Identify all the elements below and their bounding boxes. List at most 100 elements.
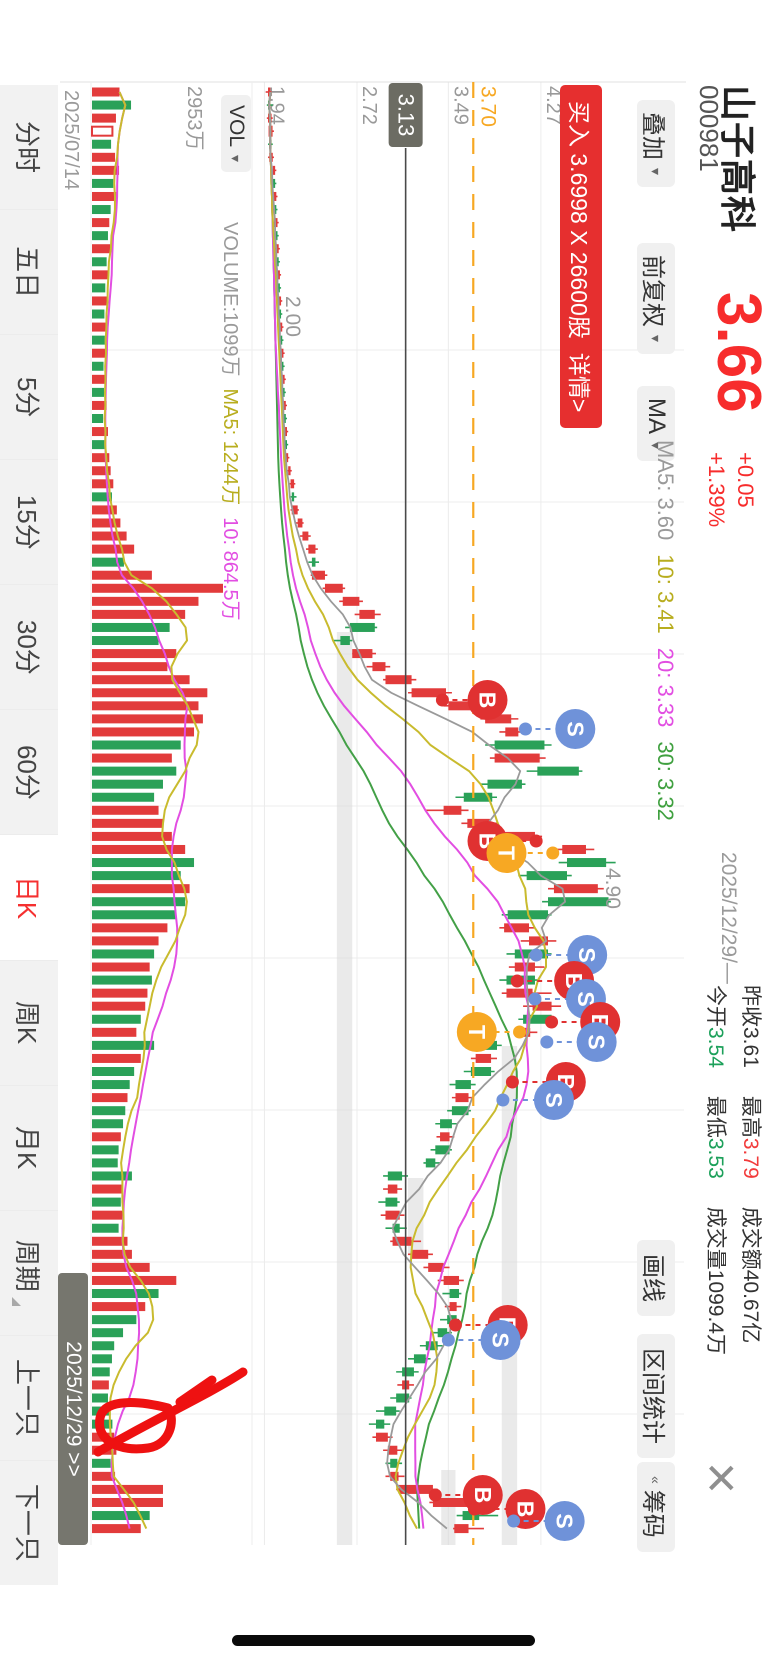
svg-text:T: T [464,1025,490,1039]
tab-label: 周K [12,1000,43,1045]
adjust-mode-dropdown[interactable]: 前复权 ▾ [637,243,675,355]
svg-text:S: S [552,1513,578,1528]
volume-bars [91,87,223,1534]
svg-text:S: S [574,947,600,962]
tab-label: 5分 [12,376,43,418]
trade-markers: BSBTSBSBSBSTBSBBS [428,680,621,1541]
vol-label: VOL [225,105,248,148]
tab-五日[interactable]: 五日 [0,209,58,335]
svg-text:2.00: 2.00 [281,296,304,337]
stat-昨收: 昨收3.61 [739,985,762,1068]
stock-code: 000981 [694,85,724,172]
svg-text:B: B [512,1501,538,1518]
tab-label: 周期 [12,1239,43,1292]
period-corner-icon [12,1296,21,1306]
indicator-value: MA5: 3.60 [653,440,678,541]
svg-text:3.70: 3.70 [476,86,499,127]
cost-line: 3.70 [472,82,499,1545]
draw-line-label: 画线 [639,1254,667,1302]
home-indicator [232,1635,535,1646]
svg-text:S: S [573,991,599,1006]
indicator-value: 30: 3.32 [653,741,678,821]
svg-text:S: S [541,1092,567,1107]
tab-5分[interactable]: 5分 [0,334,58,460]
indicator-value: 10: 864.5万 [219,517,241,621]
stat-最高: 最高3.79 [739,1095,762,1179]
range-stats-label: 区间统计 [639,1348,667,1444]
tab-label: 60分 [12,744,43,800]
stat-成交量: 成交量1099.4万 [704,1206,727,1355]
tab-label: 30分 [12,619,43,675]
svg-text:4.27: 4.27 [542,86,564,125]
buy-position-banner[interactable]: 买入 3.6998 X 26600股 详情> [560,85,602,429]
close-icon: ✕ [697,1460,744,1496]
tab-label: 月K [12,1125,43,1170]
tab-label: 日K [12,875,43,920]
period-tab-bar: 分时五日 5分 15分 30分 60分日K 周K 月K 周期上一只下一只 [0,85,58,1585]
ma20-line [268,91,530,1529]
chevron-down-icon: ▾ [228,155,245,163]
hand-drawn-annotation [93,1367,248,1457]
volume-max-label: 2953万 [183,86,205,151]
buy-position-detail-link: 详情> [566,352,592,413]
first-date-label: 2025/07/14 [60,90,82,191]
tab-label: 分时 [12,121,43,174]
chevron-down-icon: ▾ [648,168,665,176]
adjust-label: 前复权 [639,255,667,327]
close-button[interactable]: ✕ [694,1452,746,1504]
chips-label: 筹码 [639,1489,667,1538]
stat-成交额: 成交额40.67亿 [739,1206,762,1344]
tab-上一只[interactable]: 上一只 [0,1334,58,1460]
svg-text:B: B [475,692,501,709]
tab-日K[interactable]: 日K [0,834,58,960]
range-stats-button[interactable]: 区间统计 [637,1334,675,1458]
price-annotations: 4.90 2.00 [281,296,624,909]
price-change-block: +0.05 +1.39% [702,452,760,527]
tab-月K[interactable]: 月K [0,1084,58,1210]
ma5-line [268,91,567,1530]
indicator-value: 10: 3.41 [653,554,678,634]
tab-60分[interactable]: 60分 [0,709,58,835]
tab-label: 上一只 [12,1358,43,1437]
svg-text:3.49: 3.49 [449,86,471,125]
svg-text:S: S [488,1332,514,1347]
ma30-line [268,91,519,1529]
overlay-dropdown[interactable]: 叠加 ▾ [637,100,675,188]
overlay-label: 叠加 [639,112,667,160]
volume-ma5-line [103,91,200,1530]
svg-text:T: T [493,846,519,860]
volume-indicator-button[interactable]: VOL ▾ [221,95,251,173]
indicator-value: MA5: 1244万 [219,388,241,506]
ma-readout: MA5: 3.60 10: 3.41 20: 3.33 30: 3.32 [652,440,678,821]
svg-text:S: S [584,1034,610,1049]
crosshair: 3.13 [388,83,423,1545]
indicator-label: MA [643,398,670,434]
indicator-value: 20: 3.33 [653,647,678,728]
tab-下一只[interactable]: 下一只 [0,1459,58,1585]
price-change-pct: +1.39% [704,452,729,528]
price-change: +0.05 [733,452,758,508]
crosshair-date-badge: 2025/12/29 >> [58,1273,88,1545]
volume-ma10-line [104,91,189,1529]
tab-分时[interactable]: 分时 [0,85,58,209]
draw-line-button[interactable]: 画线 [637,1240,675,1316]
tab-label: 五日 [12,246,43,299]
svg-text:2.72: 2.72 [358,86,380,125]
tab-30分[interactable]: 30分 [0,584,58,710]
collapse-left-icon: « [648,1476,664,1484]
tab-15分[interactable]: 15分 [0,459,58,585]
svg-text:B: B [470,1487,496,1504]
indicator-value: VOLUME:1099万 [219,222,241,377]
quote-stats: 昨收3.61 今开3.54 最高3.79 最低3.53 成交额40.67亿 成交量1099… [701,985,764,1355]
svg-text:4.90: 4.90 [601,868,624,909]
svg-text:3.13: 3.13 [394,94,419,137]
tab-label: 下一只 [12,1483,43,1562]
tab-周期[interactable]: 周期 [0,1209,58,1335]
chips-button[interactable]: « 筹码 [637,1462,675,1552]
tab-周K[interactable]: 周K [0,959,58,1085]
tab-label: 15分 [12,494,43,550]
buy-position-text: 买入 3.6998 X 26600股 [566,101,592,339]
last-price: 3.66 [704,292,768,413]
